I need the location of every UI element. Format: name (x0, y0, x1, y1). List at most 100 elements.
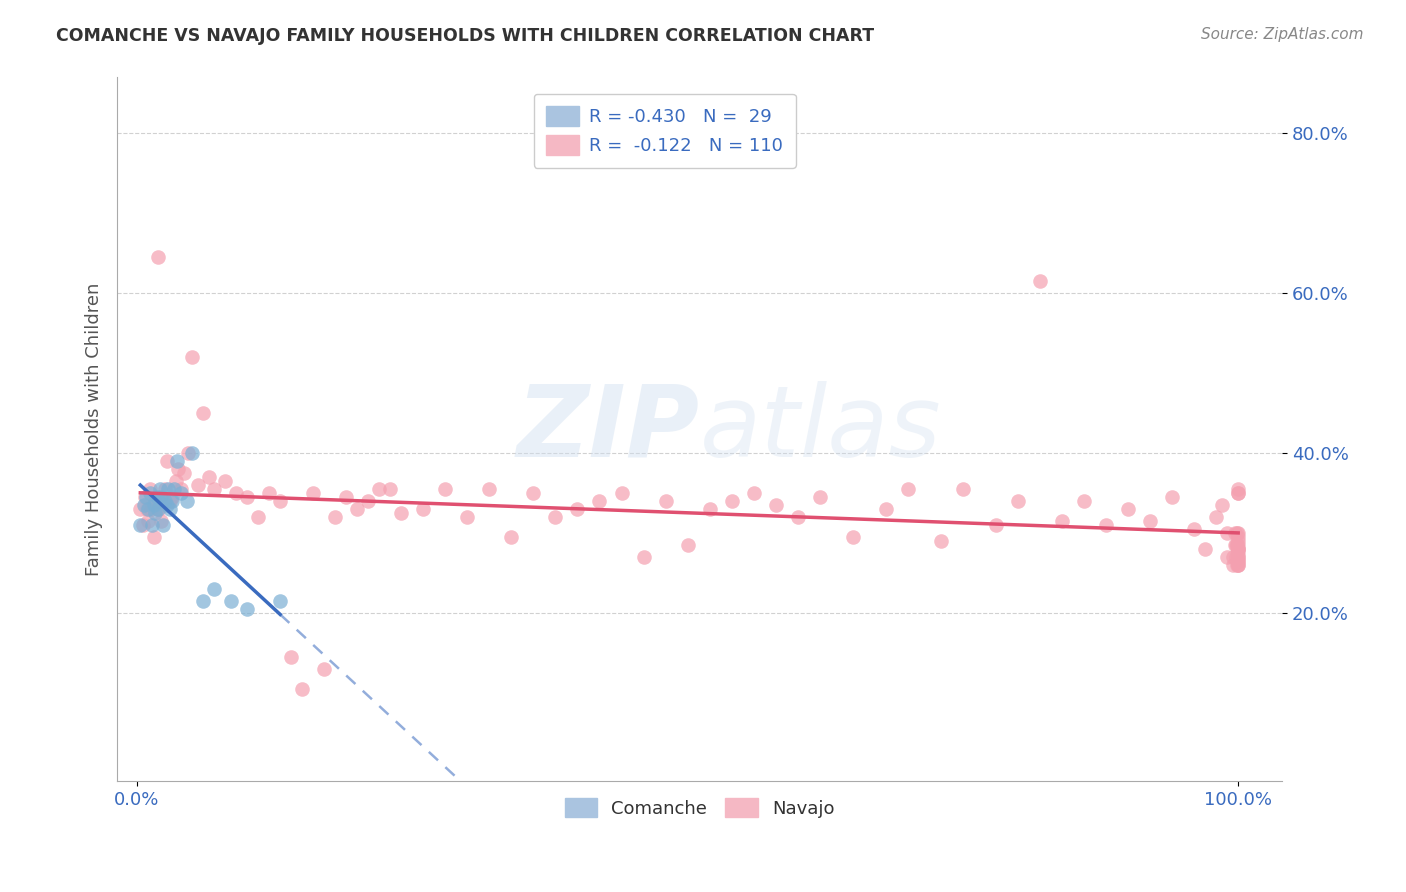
Point (478, 482, 501, 496)
Point (142, 530, 165, 544)
Point (434, 482, 457, 496)
Point (159, 494, 181, 508)
Point (173, 466, 195, 480)
Point (280, 650, 302, 665)
Point (984, 518, 1007, 533)
Point (1227, 526, 1250, 541)
Point (149, 482, 172, 496)
Point (143, 494, 166, 508)
Point (676, 538, 699, 552)
Point (335, 490, 357, 504)
Point (1223, 526, 1246, 541)
Point (302, 486, 325, 500)
Point (202, 482, 225, 496)
Point (162, 490, 184, 504)
Point (1222, 550, 1244, 565)
Text: ZIP: ZIP (517, 381, 700, 478)
Point (291, 681, 314, 696)
Point (1227, 534, 1250, 549)
Point (633, 550, 655, 565)
Point (136, 502, 159, 516)
Point (1227, 542, 1250, 557)
Point (187, 478, 209, 492)
Point (588, 494, 610, 508)
Point (897, 482, 920, 496)
Point (1073, 494, 1095, 508)
Point (135, 502, 157, 516)
Point (1182, 522, 1205, 536)
Point (129, 502, 152, 516)
Point (146, 250, 169, 264)
Point (1007, 494, 1029, 508)
Point (257, 486, 280, 500)
Point (1139, 514, 1161, 528)
Point (1226, 526, 1249, 541)
Point (323, 510, 346, 524)
Point (197, 470, 219, 484)
Point (181, 351, 204, 365)
Point (1227, 542, 1250, 557)
Point (136, 514, 159, 528)
Point (1116, 502, 1139, 516)
Point (129, 518, 152, 533)
Point (1227, 550, 1250, 565)
Y-axis label: Family Households with Children: Family Households with Children (86, 283, 103, 576)
Point (165, 474, 187, 488)
Point (269, 494, 291, 508)
Point (132, 498, 155, 512)
Point (1227, 558, 1250, 573)
Point (1227, 486, 1250, 500)
Point (720, 494, 742, 508)
Point (176, 494, 198, 508)
Point (162, 494, 184, 508)
Point (314, 662, 336, 676)
Point (1205, 510, 1227, 524)
Point (166, 454, 188, 468)
Point (181, 446, 204, 460)
Point (153, 482, 176, 496)
Point (236, 490, 259, 504)
Point (152, 494, 174, 508)
Point (156, 454, 179, 468)
Point (1029, 274, 1052, 288)
Point (1227, 538, 1250, 552)
Point (929, 534, 952, 549)
Point (786, 510, 808, 524)
Point (153, 494, 176, 508)
Point (139, 482, 162, 496)
Point (952, 482, 974, 496)
Point (131, 518, 153, 533)
Point (699, 502, 721, 516)
Point (1226, 538, 1249, 552)
Point (148, 502, 170, 516)
Point (191, 594, 214, 608)
Point (146, 502, 169, 516)
Point (456, 510, 478, 524)
Point (141, 502, 163, 516)
Point (875, 502, 897, 516)
Point (1227, 482, 1250, 496)
Text: atlas: atlas (700, 381, 942, 478)
Point (166, 462, 188, 476)
Point (1216, 550, 1239, 565)
Point (1216, 526, 1239, 541)
Point (346, 502, 368, 516)
Point (1223, 538, 1246, 552)
Point (150, 490, 173, 504)
Point (1227, 554, 1250, 568)
Point (152, 518, 174, 533)
Point (765, 498, 787, 512)
Point (156, 482, 179, 496)
Point (610, 486, 633, 500)
Text: COMANCHE VS NAVAJO FAMILY HOUSEHOLDS WITH CHILDREN CORRELATION CHART: COMANCHE VS NAVAJO FAMILY HOUSEHOLDS WIT… (56, 27, 875, 45)
Point (1211, 498, 1233, 512)
Point (139, 486, 162, 500)
Point (742, 486, 765, 500)
Point (170, 482, 193, 496)
Point (191, 406, 214, 420)
Point (176, 446, 198, 460)
Point (1227, 558, 1250, 573)
Point (219, 594, 242, 608)
Point (156, 498, 179, 512)
Point (1194, 542, 1216, 557)
